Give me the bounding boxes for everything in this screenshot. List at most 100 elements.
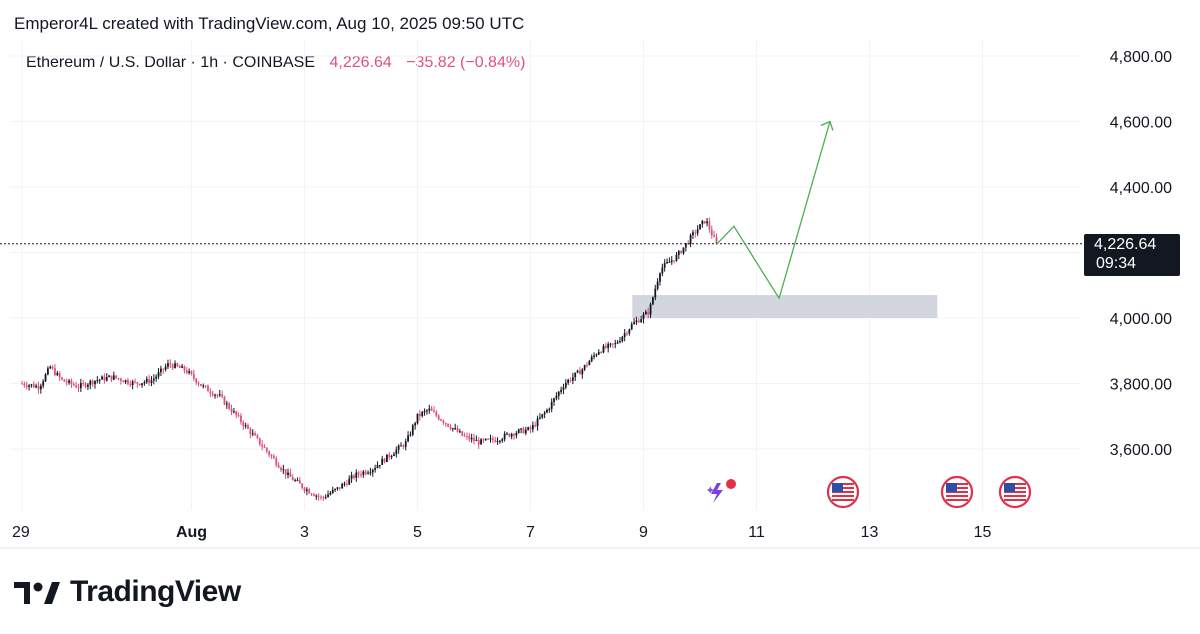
candle-down [119, 378, 122, 381]
candle-down [310, 493, 313, 495]
candle-up [367, 472, 369, 474]
candle-down [242, 422, 245, 427]
candle-down [456, 428, 459, 432]
candle-down [192, 373, 195, 379]
flag-stripe [1004, 499, 1026, 501]
us-flag-icon[interactable] [998, 475, 1032, 509]
candle-up [597, 352, 600, 355]
candle-down [338, 487, 341, 489]
flag-canton [946, 483, 957, 492]
candle-down [268, 451, 271, 456]
candle-up [541, 414, 544, 418]
candle-up [635, 320, 638, 323]
chart-grid [0, 40, 1200, 549]
candle-up [607, 344, 610, 348]
candle-down [277, 465, 280, 468]
candle-up [571, 377, 574, 381]
candle-up [225, 403, 228, 405]
flag-stripe [832, 495, 854, 497]
candle-up [583, 365, 586, 370]
candle-down [694, 232, 697, 234]
candle-up [546, 409, 548, 413]
flag-stripe [832, 499, 854, 501]
candle-down [221, 394, 224, 397]
candle-up [251, 433, 254, 435]
candle-down [138, 383, 141, 386]
support-zone [632, 295, 938, 318]
candle-up [331, 489, 334, 493]
candle-down [715, 236, 718, 244]
candle-down [32, 384, 35, 388]
event-markers [706, 475, 1032, 509]
candle-up [668, 261, 671, 263]
candle-up [390, 455, 393, 458]
candle-up [87, 384, 89, 387]
candle-down [289, 472, 292, 477]
candle-up [152, 378, 155, 381]
y-tick-label: 4,000.00 [1110, 311, 1172, 328]
news-flash-icon[interactable] [706, 479, 736, 503]
candle-down [82, 383, 85, 385]
candle-up [164, 366, 167, 370]
candle-down [463, 435, 466, 437]
candle-up [374, 467, 377, 470]
x-tick-label: 7 [526, 524, 535, 541]
candle-up [623, 333, 626, 337]
candle-down [473, 437, 475, 441]
candle-up [682, 247, 685, 254]
symbol-legend[interactable]: Ethereum / U.S. Dollar · 1h · COINBASE 4… [26, 54, 525, 72]
candle-down [529, 427, 532, 430]
y-tick-label: 3,600.00 [1110, 442, 1172, 459]
separator-dot: · [222, 54, 233, 71]
tradingview-logo[interactable]: TradingView [14, 574, 241, 610]
candle-down [637, 320, 640, 323]
candle-up [451, 428, 454, 430]
candle-down [61, 377, 63, 380]
candle-up [524, 429, 527, 434]
candle-down [258, 437, 261, 445]
x-axis: 29 Aug 3 5 7 9 11 13 15 [12, 524, 992, 541]
flag-stripe [946, 495, 968, 497]
candle-up [670, 260, 673, 262]
candle-down [63, 379, 66, 382]
candle-up [141, 383, 143, 386]
price-tag-countdown: 09:34 [1096, 255, 1137, 272]
candle-up [348, 478, 351, 485]
candle-up [150, 380, 153, 384]
candle-down [388, 454, 391, 458]
candle-down [223, 396, 226, 405]
candle-down [534, 425, 537, 427]
candle-down [345, 483, 348, 485]
candle-up [108, 375, 111, 378]
candle-down [25, 385, 28, 387]
symbol-exchange: COINBASE [232, 54, 316, 71]
candle-up [105, 377, 108, 381]
candle-up [581, 369, 584, 375]
candle-down [148, 378, 151, 384]
us-flag-icon[interactable] [940, 475, 974, 509]
candle-up [395, 449, 398, 455]
candle-up [378, 464, 381, 466]
candle-down [320, 496, 322, 498]
candle-up [371, 469, 374, 473]
candle-up [416, 413, 419, 424]
candle-up [548, 408, 551, 410]
flag-canton [832, 483, 843, 492]
candle-up [489, 438, 492, 440]
candle-down [240, 415, 242, 423]
candle-down [21, 383, 23, 385]
us-flag-icon[interactable] [826, 475, 860, 509]
candle-up [501, 439, 504, 441]
candle-down [209, 391, 212, 394]
candle-down [84, 383, 87, 387]
candle-up [94, 380, 96, 385]
candle-up [689, 235, 692, 244]
candle-up [44, 374, 47, 382]
candle-up [602, 346, 605, 353]
candle-down [569, 379, 572, 381]
candle-up [616, 342, 619, 344]
candle-up [79, 383, 82, 389]
candle-down [54, 368, 56, 376]
candle-down [178, 366, 181, 368]
